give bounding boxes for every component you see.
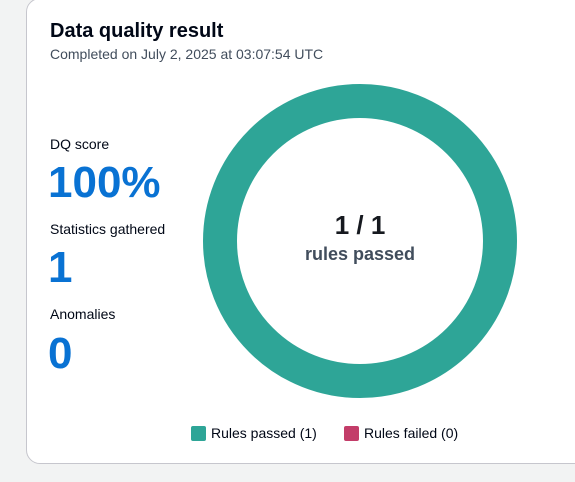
donut-center-label: rules passed [304, 244, 416, 264]
rules-failed-swatch [344, 425, 359, 441]
legend-label-rules-failed: Rules failed (0) [364, 425, 459, 441]
donut-center-value: 1 / 1 [334, 210, 386, 240]
legend-item-rules-passed[interactable]: Rules passed (1) [191, 425, 317, 441]
rules-donut-chart [203, 84, 517, 398]
statistics-gathered-value: 1 [48, 243, 73, 292]
legend-label-rules-passed: Rules passed (1) [211, 425, 317, 441]
donut-segment-passed[interactable] [203, 84, 517, 398]
dq-score-label: DQ score [50, 136, 110, 152]
card-title: Data quality result [50, 20, 224, 42]
anomalies-value: 0 [48, 329, 73, 378]
completed-timestamp: Completed on July 2, 2025 at 03:07:54 UT… [50, 46, 324, 62]
dq-score-value: 100% [48, 158, 161, 207]
legend-item-rules-failed[interactable]: Rules failed (0) [344, 425, 458, 441]
rules-passed-swatch [191, 425, 206, 441]
anomalies-label: Anomalies [50, 306, 116, 322]
statistics-gathered-label: Statistics gathered [50, 221, 166, 237]
